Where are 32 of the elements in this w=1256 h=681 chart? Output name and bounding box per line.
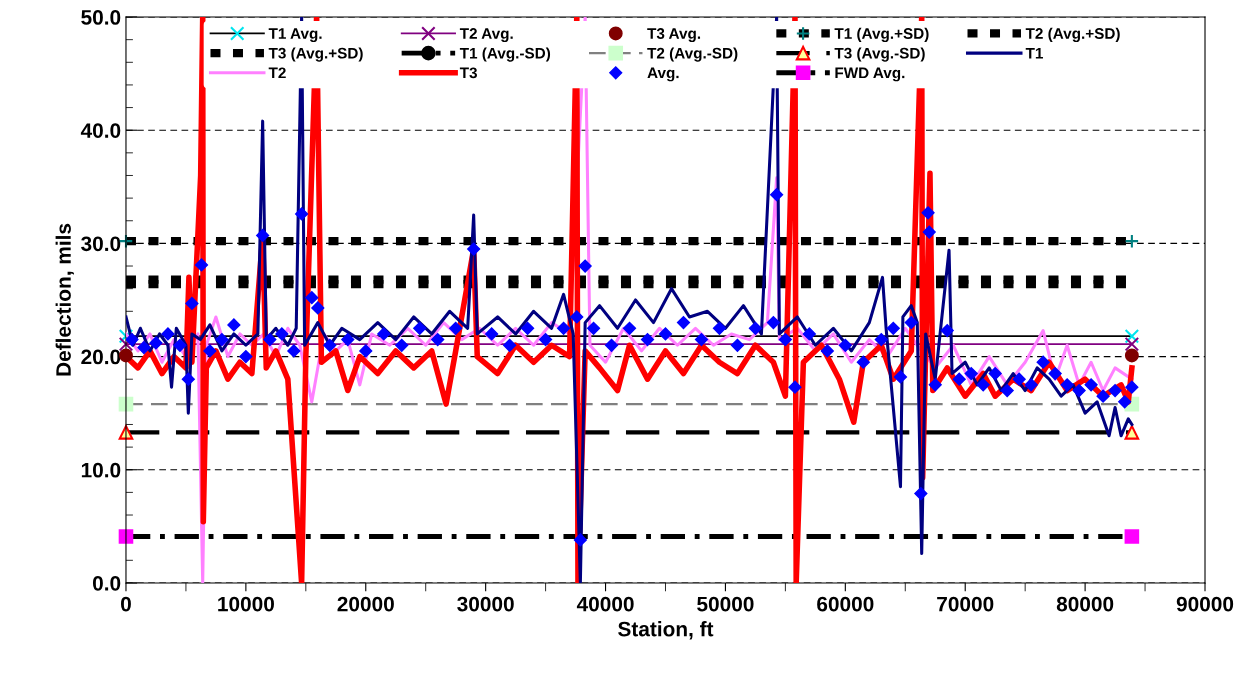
- legend-label: T1 (Avg.+SD): [834, 27, 929, 43]
- legend-label: T3 Avg.: [647, 28, 701, 43]
- y-tick-label: 40.0: [80, 123, 121, 138]
- legend-label: T3 (Avg.-SD): [834, 47, 925, 62]
- legend-label: T2 Avg.: [459, 28, 513, 43]
- x-tick-label: 90000: [1176, 596, 1234, 612]
- x-tick-label: 30000: [457, 596, 514, 612]
- legend-label: T2 (Avg.-SD): [647, 47, 738, 62]
- x-tick-label: 60000: [817, 596, 874, 612]
- y-tick-label: 20.0: [81, 349, 121, 365]
- legend-label: T1 (Avg.-SD): [459, 47, 551, 62]
- y-tick-label: 0.0: [92, 575, 121, 591]
- x-tick-label: 10000: [218, 596, 274, 612]
- legend-label: T1: [1025, 47, 1043, 59]
- legend-label: Avg.: [647, 67, 679, 82]
- y-tick-label: 50.0: [81, 10, 121, 25]
- x-tick-label: 50000: [697, 596, 754, 612]
- legend-label: FWD Avg.: [835, 67, 905, 82]
- legend-label: T3: [459, 67, 477, 79]
- y-axis-title: Deflection, mils: [55, 223, 74, 376]
- legend-label: T2: [268, 67, 286, 79]
- y-tick-label: 10.0: [81, 462, 121, 478]
- legend-label: T1 Avg.: [268, 28, 322, 43]
- x-tick-label: 70000: [937, 596, 994, 612]
- legend-label: T3 (Avg.+SD): [268, 47, 363, 62]
- legend-label: T2 (Avg.+SD): [1025, 27, 1120, 43]
- x-tick-label: 80000: [1056, 596, 1114, 612]
- x-tick-label: 0: [121, 596, 131, 612]
- x-tick-label: 40000: [576, 596, 634, 612]
- x-tick-label: 20000: [337, 596, 394, 612]
- y-tick-label: 30.0: [81, 236, 121, 252]
- x-axis-title: Station, ft: [618, 621, 714, 640]
